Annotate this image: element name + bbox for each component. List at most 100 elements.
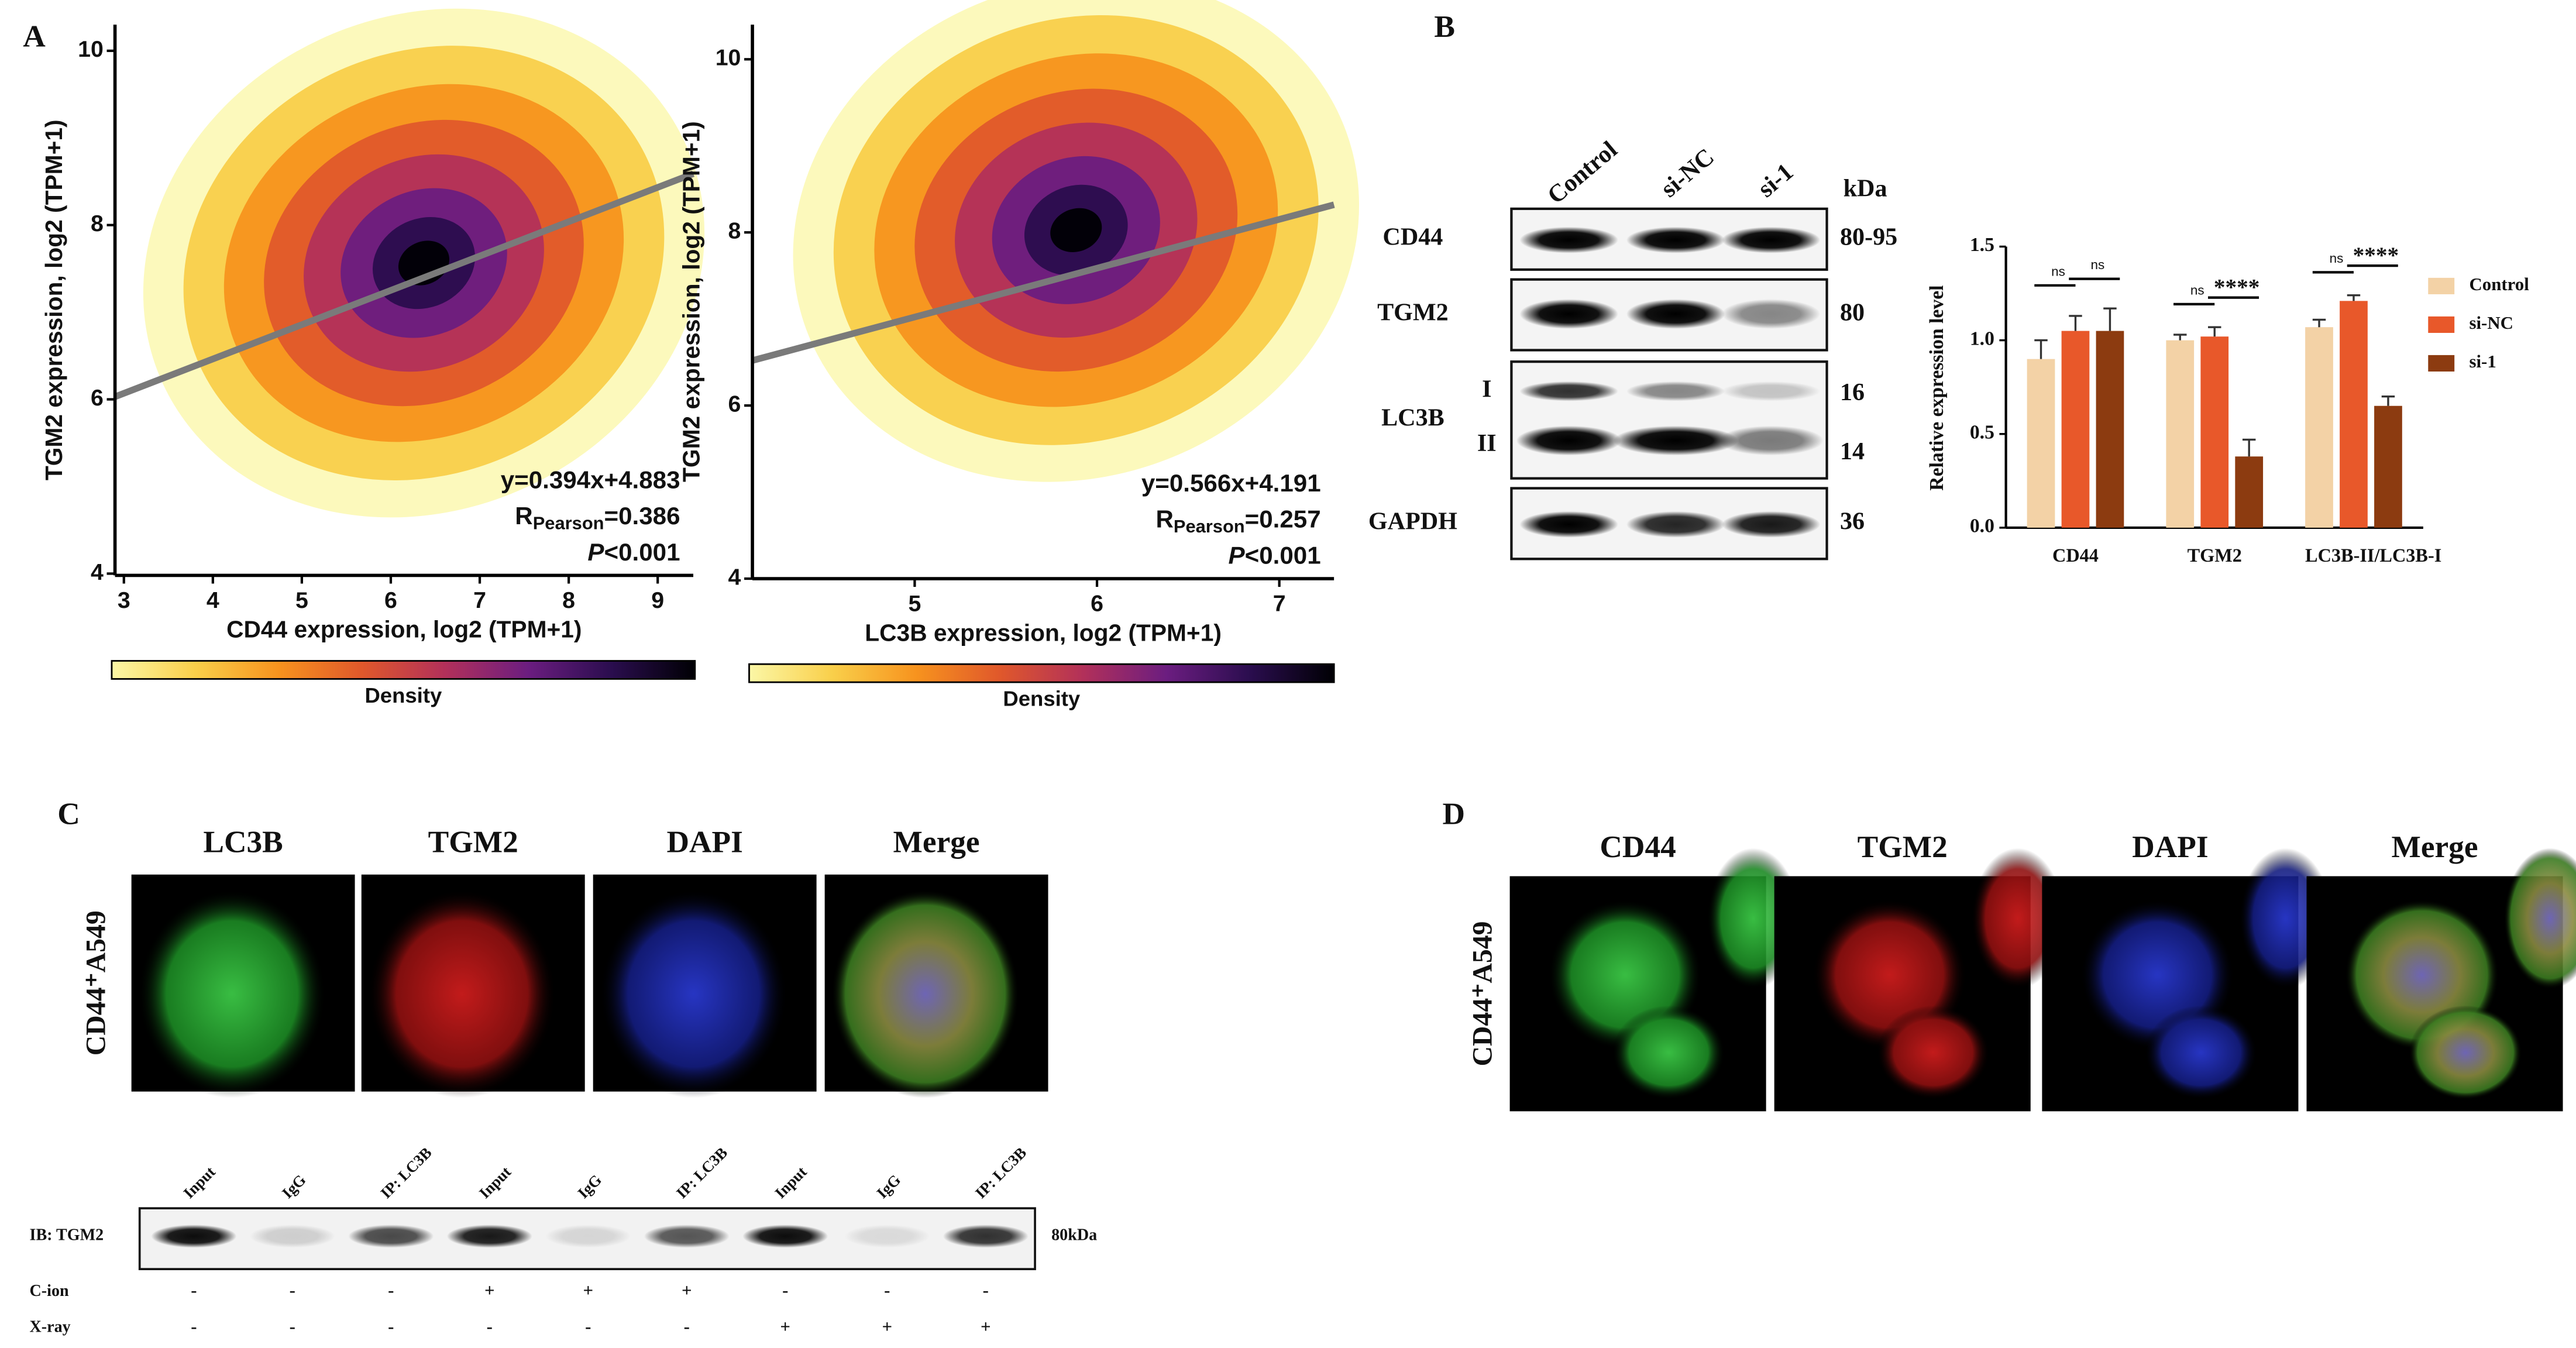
panel-label: B: [1434, 9, 1455, 44]
x-tick-label: 7: [1273, 590, 1286, 616]
colorbar-label: Density: [364, 683, 442, 707]
x-axis-label: CD44 expression, log2 (TPM+1): [226, 616, 582, 643]
cell: [138, 889, 326, 1098]
error-bar: [2381, 396, 2395, 406]
blot-label: IB: TGM2: [30, 1226, 104, 1244]
pearson-r: RPearson=0.257: [1155, 506, 1320, 537]
x-tick-label: 6: [384, 587, 397, 613]
blot-band: [1519, 299, 1618, 329]
y-tick-label: 6: [91, 385, 104, 411]
condition-sign: -: [585, 1316, 591, 1336]
condition-sign: -: [388, 1316, 394, 1336]
x-tick-label: 8: [562, 587, 575, 613]
r-symbol: R: [515, 502, 532, 529]
cell: [600, 889, 787, 1098]
blot-band: [1626, 511, 1725, 538]
r-subscript: Pearson: [1174, 516, 1245, 537]
blot-band: [1519, 226, 1618, 253]
error-bar: [2173, 333, 2187, 341]
legend-swatch: [2428, 355, 2455, 372]
row-label: TGM2: [1377, 299, 1449, 326]
cell: [2144, 1005, 2258, 1100]
lane-label: IP: LC3B: [673, 1144, 731, 1202]
cell-line-label: CD44⁺A549: [1467, 921, 1498, 1066]
legend-swatch: [2428, 316, 2455, 333]
condition-sign: +: [682, 1280, 692, 1301]
panel-label: A: [23, 19, 46, 54]
cell: [2409, 1005, 2522, 1100]
p-symbol: P: [1229, 542, 1246, 569]
significance-label: ****: [2214, 274, 2260, 300]
cell: [1971, 848, 2064, 989]
blot-band: [348, 1225, 434, 1248]
p-text: <0.001: [1245, 542, 1321, 569]
significance-label: ns: [2091, 257, 2105, 272]
y-axis-label: TGM2 expression, log2 (TPM+1): [40, 119, 67, 480]
y-tick-label: 0.5: [1970, 422, 1994, 443]
y-tick-label: 6: [728, 391, 741, 417]
lane-label: Input: [180, 1163, 218, 1202]
y-axis-label: TGM2 expression, log2 (TPM+1): [678, 121, 705, 482]
condition-label: C-ion: [30, 1282, 69, 1300]
x-tick-label: 3: [118, 587, 130, 613]
lane-label: si-NC: [1656, 143, 1719, 202]
condition-sign: +: [583, 1280, 593, 1301]
weight-label: 80: [1840, 299, 1865, 326]
condition-sign: +: [780, 1316, 790, 1336]
significance-label: ns: [2330, 251, 2344, 266]
x-tick-label: 6: [1091, 590, 1103, 616]
cell: [1876, 1005, 1990, 1100]
row-label: LC3B: [1381, 404, 1445, 432]
fit-line: [751, 201, 1335, 364]
blot-band: [151, 1225, 237, 1248]
channel-title: DAPI: [666, 824, 742, 859]
legend-label: si-NC: [2469, 312, 2513, 333]
blot-band: [1721, 299, 1821, 329]
lane-label: si-1: [1752, 158, 1798, 203]
lane-label: IgG: [873, 1171, 904, 1202]
cell: [368, 889, 556, 1098]
blot-band: [844, 1225, 930, 1248]
bar: [2061, 331, 2090, 528]
legend-label: Control: [2469, 274, 2529, 294]
error-bar: [2034, 339, 2048, 359]
lane-label: Input: [476, 1163, 514, 1202]
bar: [2027, 359, 2055, 528]
condition-sign: -: [290, 1280, 295, 1301]
condition-sign: -: [884, 1280, 890, 1301]
channel-title: CD44: [1600, 829, 1676, 864]
blot-band: [943, 1225, 1029, 1248]
legend-swatch: [2428, 277, 2455, 294]
x-axis-label: LC3B expression, log2 (TPM+1): [865, 619, 1222, 646]
blot-band: [1626, 381, 1725, 401]
blot-band: [1516, 425, 1622, 456]
error-bar: [2347, 294, 2361, 301]
x-tick-label: LC3B-II/LC3B-I: [2305, 545, 2441, 566]
channel-title: TGM2: [428, 824, 518, 859]
r-symbol: R: [1155, 506, 1173, 533]
blot-band: [545, 1225, 631, 1248]
x-tick-label: CD44: [2052, 545, 2099, 566]
y-tick-label: 1.0: [1970, 328, 1994, 349]
error-bar: [2069, 315, 2082, 331]
condition-sign: -: [684, 1316, 690, 1336]
weight-label: 80-95: [1840, 223, 1897, 250]
bar: [2200, 336, 2229, 528]
y-tick-label: 0.0: [1970, 515, 1994, 537]
lane-label: Control: [1542, 136, 1622, 209]
bar: [2374, 405, 2402, 528]
condition-sign: -: [983, 1280, 989, 1301]
y-tick-label: 8: [91, 211, 104, 236]
blot-frame: [1510, 360, 1828, 480]
blot-band: [1626, 226, 1725, 253]
blot-band: [1519, 381, 1618, 401]
unit-label: kDa: [1844, 175, 1887, 202]
p-text: <0.001: [604, 538, 680, 566]
condition-sign: +: [882, 1316, 893, 1336]
band-label: I: [1482, 375, 1491, 403]
error-bar: [2103, 307, 2117, 331]
row-label: CD44: [1382, 223, 1443, 250]
blot-band: [1613, 425, 1738, 456]
